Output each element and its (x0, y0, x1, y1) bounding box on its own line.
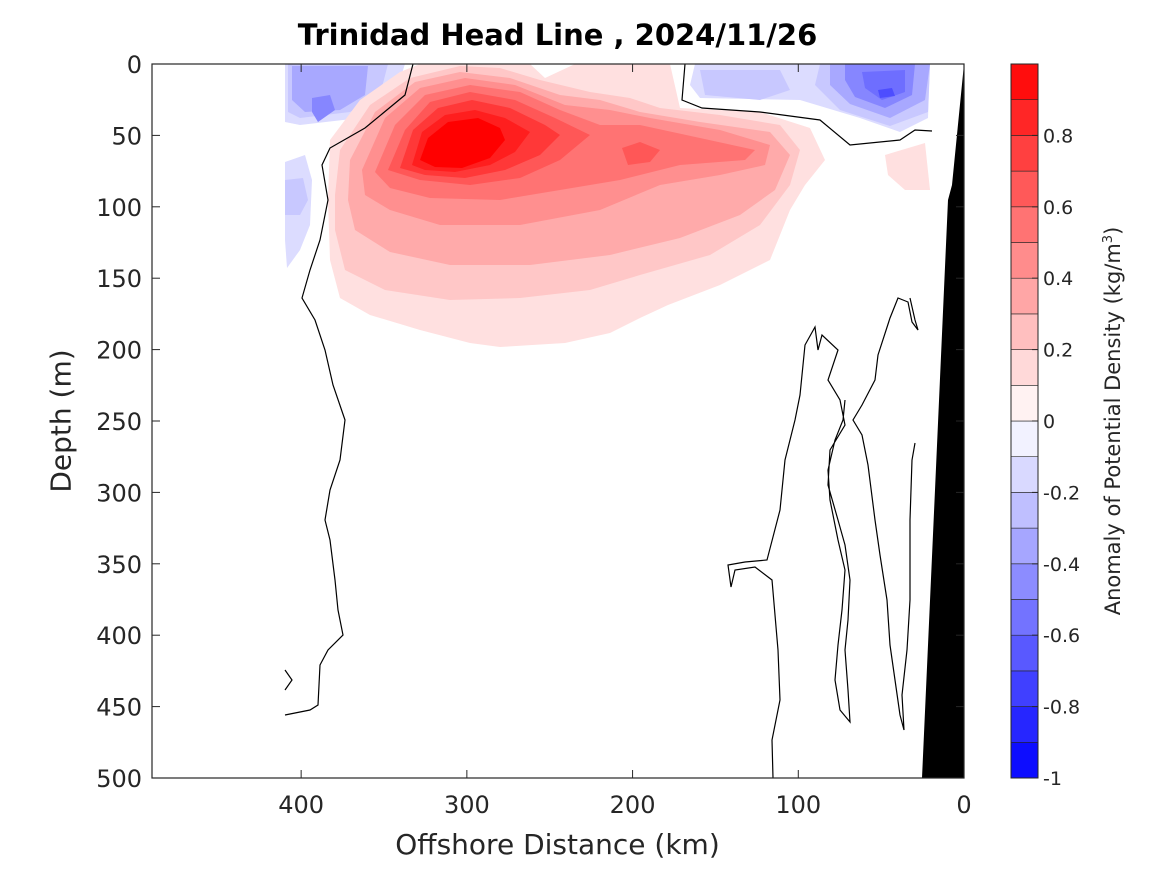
y-tick-label: 300 (96, 479, 142, 507)
y-tick-label: 50 (111, 122, 142, 150)
colorbar-band (1010, 670, 1039, 707)
bathymetry (922, 64, 964, 778)
colorbar-tick-label: -0.8 (1043, 697, 1080, 719)
colorbar-label-superscript: 3 (1101, 234, 1116, 244)
y-tick-label: 350 (96, 551, 142, 579)
colorbar-band (1010, 599, 1039, 636)
neg-anomaly-west-0.4 (312, 95, 335, 122)
zero-contour-small (284, 669, 293, 691)
colorbar-band (1010, 634, 1039, 672)
colorbar-band (1010, 242, 1039, 279)
colorbar-tick-label: -0.2 (1043, 482, 1080, 504)
colorbar-band (1010, 420, 1039, 458)
zero-contour-offshore (284, 64, 414, 716)
pos-anomaly-nearshore (885, 143, 930, 190)
y-tick-label: 500 (96, 765, 142, 793)
y-tick-label: 0 (127, 51, 142, 79)
colorbar-band (1010, 349, 1039, 386)
colorbar-tick-label: 0.6 (1043, 197, 1073, 219)
x-tick-label: 400 (278, 791, 324, 819)
y-tick-label: 250 (96, 408, 142, 436)
colorbar-tick-label: 0.8 (1043, 125, 1073, 147)
colorbar-band (1010, 527, 1039, 565)
colorbar-tick-label: 0.2 (1043, 340, 1073, 362)
y-tick-label: 400 (96, 622, 142, 650)
y-axis-label: Depth (m) (44, 349, 78, 493)
colorbar-tick-label: -1 (1043, 768, 1062, 790)
x-axis-label: Offshore Distance (km) (395, 828, 720, 861)
neg-anomaly-west-0.3 (292, 66, 368, 112)
colorbar-band (1010, 313, 1039, 350)
chart-title: Trinidad Head Line , 2024/11/26 (297, 18, 818, 52)
y-tick-label: 150 (96, 265, 142, 293)
x-tick-label: 100 (775, 791, 821, 819)
x-tick-label: 200 (610, 791, 656, 819)
x-tick-label: 0 (956, 791, 971, 819)
colorbar-band (1010, 492, 1039, 529)
colorbar-band (1010, 135, 1039, 172)
colorbar-tick-label: -0.6 (1043, 625, 1080, 647)
colorbar-band (1010, 170, 1039, 208)
neg-anomaly-east-0.7 (878, 88, 895, 98)
colorbar-label-close: ) (1101, 226, 1125, 235)
neg-anomaly-west-deep-0.2 (285, 178, 308, 215)
x-axis: 400 300 200 100 0 (278, 64, 972, 819)
colorbar-band (1010, 706, 1039, 743)
colorbar-band (1010, 206, 1039, 243)
zero-contour-east-1 (727, 325, 851, 778)
zero-contour-shelf (681, 64, 933, 146)
y-axis: 0 50 100 150 200 250 300 350 400 450 500 (96, 51, 964, 793)
plot-area (284, 64, 964, 778)
y-tick-label: 100 (96, 194, 142, 222)
zero-contour-lines (284, 64, 933, 778)
pos-anomaly-0.6b (622, 142, 660, 165)
colorbar-band (1010, 563, 1039, 600)
colorbar-band (1010, 63, 1039, 101)
neg-anomaly-east-0.6 (862, 70, 905, 100)
colorbar-label-text: Anomaly of Potential Density (kg/m (1101, 243, 1125, 616)
colorbar-band (1010, 456, 1039, 493)
x-tick-label: 300 (444, 791, 490, 819)
colorbar-band (1010, 99, 1039, 136)
colorbar-ticks: 0.8 0.6 0.4 0.2 0 -0.2 -0.4 -0.6 -0.8 -1 (1032, 125, 1080, 790)
colorbar-tick-label: -0.4 (1043, 554, 1080, 576)
pos-anomaly-0.9 (420, 118, 505, 168)
colorbar-band (1010, 277, 1039, 315)
colorbar-band (1010, 384, 1039, 422)
y-tick-label: 200 (96, 337, 142, 365)
zero-contour-east-2 (852, 297, 919, 731)
neg-anomaly-east-0.2 (700, 70, 790, 100)
colorbar-tick-label: 0 (1043, 411, 1055, 433)
colorbar (1010, 63, 1039, 779)
colorbar-label: Anomaly of Potential Density (kg/m3) (1101, 227, 1125, 616)
colorbar-tick-label: 0.4 (1043, 268, 1073, 290)
y-tick-label: 450 (96, 694, 142, 722)
colorbar-band (1010, 741, 1039, 779)
